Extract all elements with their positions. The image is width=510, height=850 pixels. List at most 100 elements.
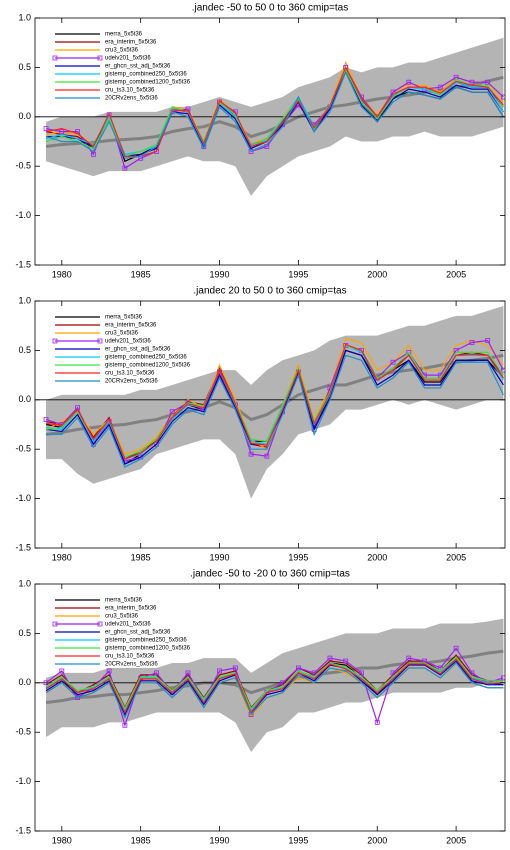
legend-label: 20CRv2ens_5x5t36 bbox=[105, 662, 158, 668]
series-marker bbox=[343, 658, 349, 664]
legend-label: udelv201_5x5t36 bbox=[105, 56, 151, 62]
y-tick-label: 0.5 bbox=[18, 62, 31, 72]
y-tick-label: 0.0 bbox=[18, 394, 31, 404]
series-line bbox=[45, 662, 504, 719]
legend-label: era_interim_5x5t36 bbox=[105, 40, 157, 46]
y-tick-label: 1.0 bbox=[18, 12, 31, 22]
series-marker bbox=[437, 665, 443, 671]
x-tick-label: 2000 bbox=[367, 552, 387, 562]
series-marker bbox=[232, 665, 238, 671]
y-tick-label: -1.0 bbox=[15, 493, 31, 503]
panel: .jandec -50 to -20 0 to 360 cmip=tas -1.5… bbox=[15, 569, 506, 845]
x-tick-label: 1980 bbox=[52, 269, 72, 279]
series-marker bbox=[122, 722, 128, 728]
chart-title: .jandec -50 to 50 0 to 360 cmip=tas bbox=[192, 3, 349, 14]
series-marker bbox=[122, 165, 128, 171]
y-tick-label: -1.5 bbox=[15, 259, 31, 269]
series-marker bbox=[59, 422, 65, 427]
panel: .jandec -50 to 50 0 to 360 cmip=tas -1.5 -… bbox=[15, 3, 506, 279]
series-line bbox=[45, 343, 504, 460]
series-marker bbox=[501, 675, 505, 681]
series-marker bbox=[59, 668, 65, 674]
model-range bbox=[46, 305, 504, 499]
plot-area bbox=[35, 618, 505, 752]
y-tick-label: -1.5 bbox=[15, 825, 31, 835]
legend-label: era_interim_5x5t36 bbox=[105, 606, 157, 612]
series-marker bbox=[453, 645, 459, 651]
legend-label: gistemp_combined1200_5x5t36 bbox=[105, 646, 191, 652]
y-tick-label: -1.5 bbox=[15, 542, 31, 552]
legend-label: cru3_5x5t36 bbox=[105, 48, 139, 54]
axes-frame bbox=[34, 300, 506, 549]
series-line bbox=[45, 339, 504, 462]
x-tick-label: 1985 bbox=[131, 269, 151, 279]
series-marker bbox=[248, 451, 254, 457]
legend-marker bbox=[97, 55, 103, 61]
x-tick-label: 1985 bbox=[131, 835, 151, 845]
legend-label: udelv201_5x5t36 bbox=[105, 339, 151, 345]
legend-label: udelv201_5x5t36 bbox=[105, 622, 151, 628]
y-tick-label: 0.5 bbox=[18, 345, 31, 355]
legend-marker bbox=[52, 621, 58, 627]
x-tick-label: 2005 bbox=[446, 552, 466, 562]
y-tick-label: -0.5 bbox=[15, 727, 31, 737]
x-tick-label: 1980 bbox=[52, 552, 72, 562]
x-tick-label: 1990 bbox=[210, 552, 230, 562]
series-marker bbox=[406, 79, 412, 85]
series-marker bbox=[154, 670, 159, 676]
series-line bbox=[45, 65, 504, 157]
series-marker bbox=[185, 670, 191, 676]
series-marker bbox=[280, 680, 286, 686]
series-marker bbox=[327, 655, 333, 661]
legend-label: cru_ts3.10_5x5t36 bbox=[105, 371, 155, 377]
y-tick-label: 0.0 bbox=[18, 111, 31, 121]
legend-label: 20CRv2ens_5x5t36 bbox=[105, 96, 158, 102]
x-tick-label: 2005 bbox=[446, 269, 466, 279]
legend-label: gistemp_combined1200_5x5t36 bbox=[105, 80, 191, 86]
plot-area bbox=[35, 305, 505, 499]
legend-label: merra_5x5t36 bbox=[105, 598, 143, 604]
series-marker bbox=[248, 148, 254, 154]
series-marker bbox=[469, 340, 475, 345]
chart-title: .jandec -50 to -20 0 to 360 cmip=tas bbox=[190, 569, 350, 580]
legend-label: gistemp_combined250_5x5t36 bbox=[105, 355, 187, 361]
series-line bbox=[45, 656, 504, 710]
legend-label: cru3_5x5t36 bbox=[105, 614, 139, 620]
legend-label: gistemp_combined1200_5x5t36 bbox=[105, 363, 191, 369]
model-mean bbox=[45, 353, 504, 436]
series-marker bbox=[295, 665, 301, 671]
series-line bbox=[45, 344, 504, 458]
series-line bbox=[45, 70, 504, 159]
series-marker bbox=[469, 79, 475, 85]
legend-label: cru_ts3.10_5x5t36 bbox=[105, 88, 155, 94]
x-tick-label: 2000 bbox=[367, 269, 387, 279]
y-tick-label: 0.0 bbox=[18, 677, 31, 687]
series-line bbox=[46, 354, 504, 468]
series-marker bbox=[264, 453, 270, 459]
legend-label: cru3_5x5t36 bbox=[105, 331, 139, 337]
y-tick-label: -1.0 bbox=[15, 776, 31, 786]
x-tick-label: 1995 bbox=[288, 835, 308, 845]
x-tick-label: 1990 bbox=[210, 835, 230, 845]
legend-label: merra_5x5t36 bbox=[105, 32, 143, 38]
series-marker bbox=[169, 409, 175, 415]
x-tick-label: 1980 bbox=[52, 835, 72, 845]
series-marker bbox=[311, 670, 317, 676]
series-line bbox=[45, 658, 504, 714]
series-marker bbox=[406, 655, 412, 661]
y-tick-label: -1.0 bbox=[15, 210, 31, 220]
series-marker bbox=[359, 670, 364, 676]
axes-frame bbox=[34, 17, 506, 266]
y-tick-label: -0.5 bbox=[15, 161, 31, 171]
series-marker bbox=[90, 151, 96, 157]
series-marker bbox=[485, 79, 491, 85]
series-marker bbox=[390, 359, 396, 365]
series-marker bbox=[43, 680, 49, 686]
legend-label: gistemp_combined250_5x5t36 bbox=[105, 638, 187, 644]
x-tick-label: 2000 bbox=[367, 835, 387, 845]
series-marker bbox=[43, 126, 49, 132]
legend-label: er_ghcn_sst_adj_5x5t36 bbox=[105, 347, 171, 353]
axes-frame bbox=[34, 583, 506, 832]
